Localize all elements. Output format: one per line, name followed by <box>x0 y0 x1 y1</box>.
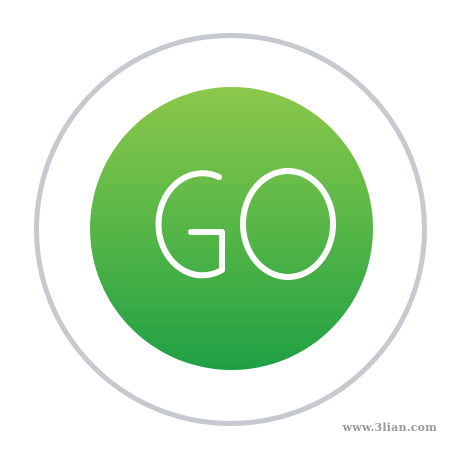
go-letter-g <box>155 170 225 279</box>
go-button[interactable] <box>90 87 373 370</box>
go-letter-o <box>240 168 336 280</box>
watermark: www.3lian.com <box>342 421 437 434</box>
outer-ring <box>34 33 427 426</box>
go-label: GO <box>155 168 336 280</box>
